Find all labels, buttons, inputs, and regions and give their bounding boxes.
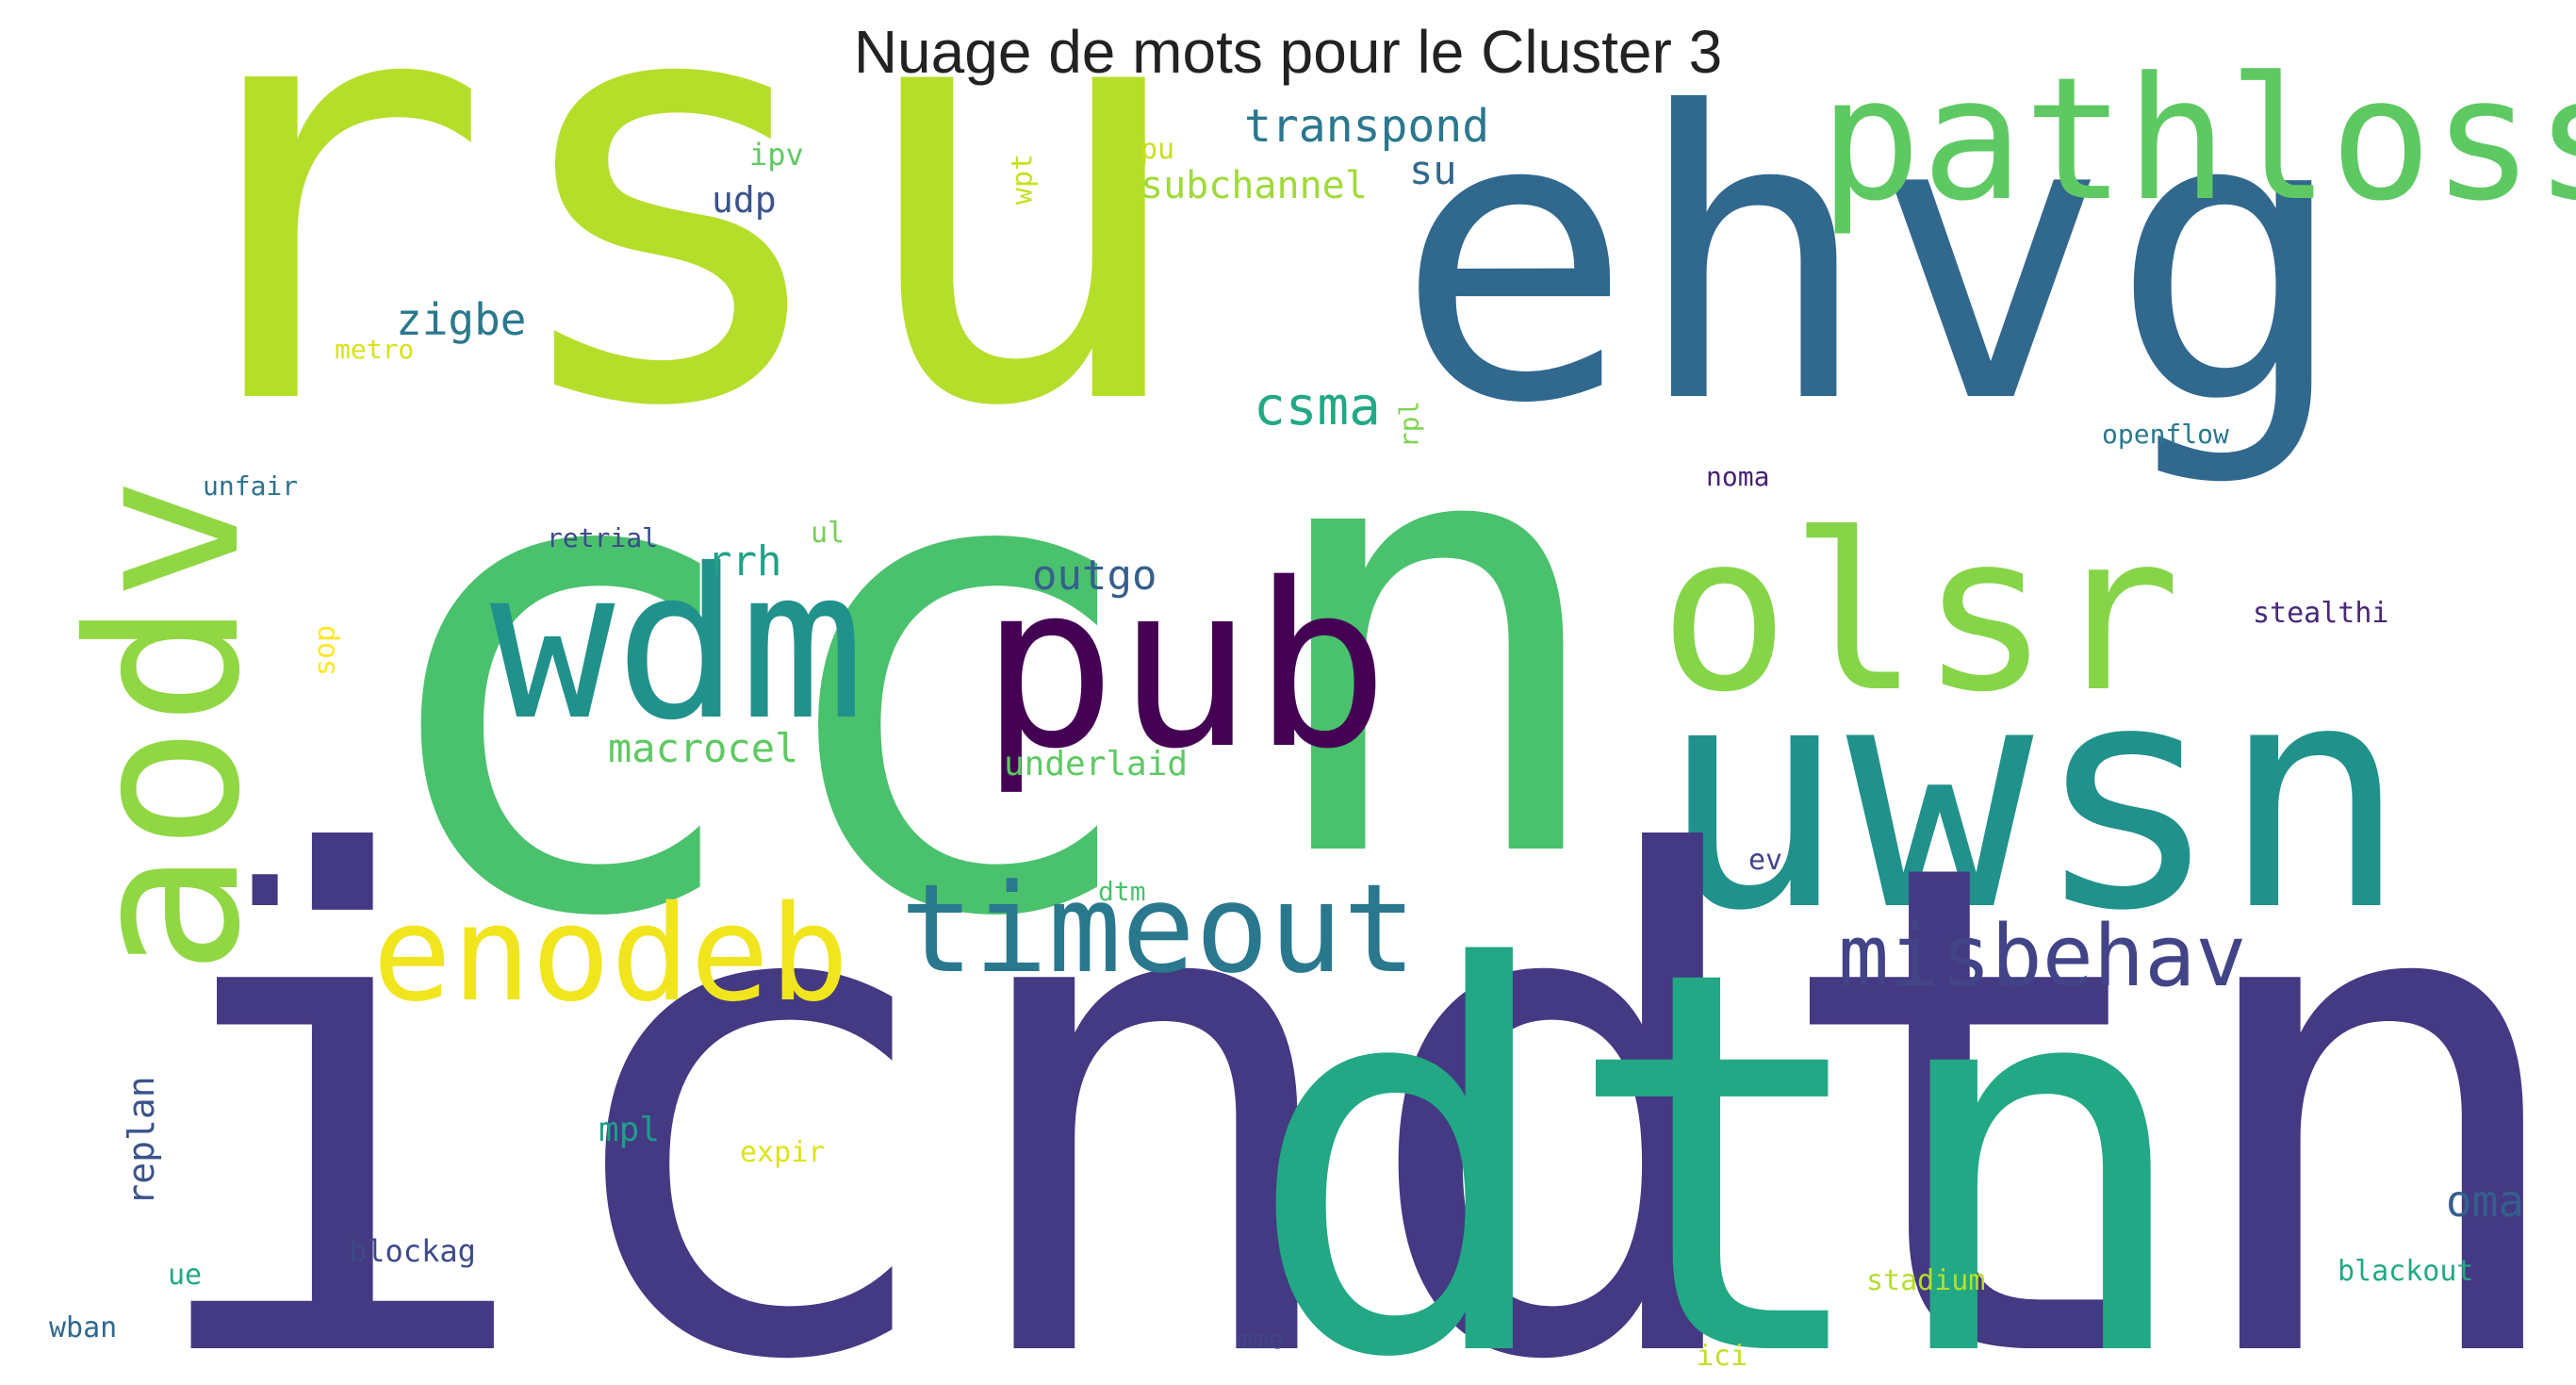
word-blackout: blackout [2338,1255,2474,1288]
word-ue: ue [168,1259,202,1292]
word-ici: ici [1697,1340,1747,1373]
word-mme: mme [1237,1324,1285,1355]
word-rrh: rrh [707,537,781,585]
word-timeout: timeout [900,857,1417,1000]
word-replan: replan [121,1076,162,1205]
word-zigbe: zigbe [396,294,526,345]
word-dtn: dtn [1244,859,2197,1385]
word-metro: metro [335,334,414,365]
word-misbehav: misbehav [1838,907,2246,1006]
word-udp: udp [712,179,777,221]
word-n: n [1254,289,1616,991]
word-pub: pub [980,535,1388,799]
word-ipv: ipv [749,137,804,173]
word-su: su [1409,147,1457,193]
word-macrocel: macrocel [608,725,798,771]
word-wdm: wdm [490,524,864,766]
word-stealthi: stealthi [2253,597,2389,630]
word-pu: pu [1140,133,1174,166]
word-cc: cc [358,293,1153,1062]
word-ev: ev [1748,844,1782,877]
chart-title: Nuage de mots pour le Cluster 3 [853,18,1723,86]
word-unfair: unfair [203,470,298,502]
word-subchannel: subchannel [1140,164,1368,207]
word-wpt: wpt [1007,154,1040,205]
word-noma: noma [1706,461,1769,492]
word-olsr: olsr [1659,488,2181,740]
word-aodv: aodv [44,476,286,976]
word-sop: sop [309,625,342,676]
word-retrial: retrial [547,522,658,553]
word-wban: wban [49,1311,117,1344]
word-rsu: rsu [141,0,1197,535]
word-stadium: stadium [1866,1264,1985,1297]
word-outgo: outgo [1032,552,1157,600]
word-transpond: transpond [1244,100,1489,153]
word-uwsn: uwsn [1659,617,2408,979]
word-dot: . [203,713,327,954]
word-mpl: mpl [599,1111,660,1149]
word-ehvg: ehvg [1395,29,2348,490]
word-dtm: dtm [1098,876,1146,907]
word-oma: oma [2446,1176,2524,1227]
word-expir: expir [740,1136,825,1169]
word-enodeb: enodeb [372,878,849,1031]
word-ul: ul [811,517,845,550]
word-icndtn: icndtn [132,718,2576,1385]
word-openflow: openflow [2102,419,2229,450]
word-csma: csma [1254,376,1381,437]
word-underlaid: underlaid [1004,745,1188,783]
word-blockag: blockag [349,1233,476,1269]
word-rpl: rpl [1394,401,1425,449]
word-pathloss: pathloss [1819,41,2576,239]
